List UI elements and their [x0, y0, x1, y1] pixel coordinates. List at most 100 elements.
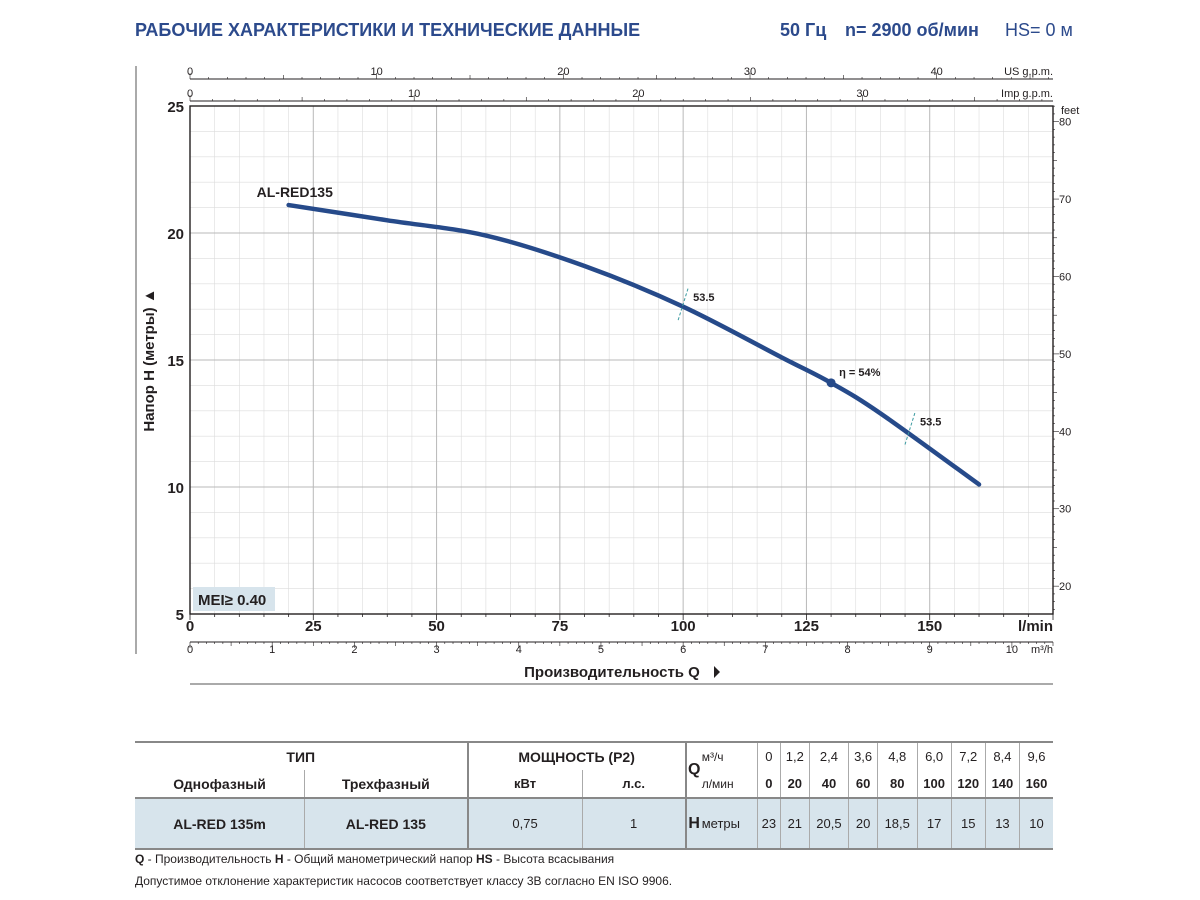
kw-header: кВт	[466, 770, 583, 798]
feet-tick-label: 60	[1059, 271, 1071, 283]
y-tick-label: 15	[167, 353, 184, 370]
m3h-value-1: 1,2	[779, 742, 810, 770]
y-tick-label: 25	[167, 99, 184, 116]
lmin-value-3: 60	[848, 770, 878, 798]
best-efficiency-label: η = 54%	[839, 367, 880, 379]
feet-tick-label: 80	[1059, 117, 1071, 129]
model-single-phase: AL-RED 135m	[135, 797, 305, 849]
h-value-5: 17	[916, 797, 952, 849]
m3h-tick-label: 6	[680, 644, 686, 656]
m3h-value-0: 0	[756, 742, 781, 770]
m3h-tick-label: 3	[434, 644, 440, 656]
us-gpm-tick-label: 0	[187, 66, 193, 78]
us-gpm-tick-label: 20	[557, 66, 569, 78]
power-header: МОЩНОСТЬ (P2)	[466, 742, 686, 770]
x-tick-label: 100	[671, 618, 696, 635]
us-gpm-tick-label: 30	[744, 66, 756, 78]
y-axis-label: Напор H (метры) ▲	[141, 288, 158, 431]
lmin-value-5: 100	[916, 770, 952, 798]
h-value-6: 15	[950, 797, 986, 849]
q-letter: Q	[684, 742, 702, 798]
m3h-value-7: 8,4	[984, 742, 1020, 770]
x-tick-label: 25	[305, 618, 322, 635]
feet-tick-label: 40	[1059, 426, 1071, 438]
lmin-label: л/мин	[701, 776, 734, 791]
best-efficiency-point	[826, 378, 836, 388]
feet-tick-label: 50	[1059, 349, 1071, 361]
m3h-tick-label: 4	[516, 644, 522, 656]
x-tick-label: 125	[794, 618, 819, 635]
series-layer: AL-RED135	[257, 184, 982, 487]
lmin-value-2: 40	[808, 770, 849, 798]
speed-label: n= 2900 об/мин	[845, 20, 979, 40]
feet-tick-label: 70	[1059, 194, 1071, 206]
efficiency-mark-label: 53.5	[693, 292, 714, 304]
y-tick-label: 10	[167, 480, 184, 497]
frequency-label: 50 Гц	[780, 20, 827, 40]
x-unit-label: l/min	[1018, 618, 1053, 635]
power-hp-value: 1	[581, 797, 686, 849]
imp-gpm-tick-label: 20	[632, 88, 644, 100]
efficiency-mark	[904, 412, 916, 445]
page-title: РАБОЧИЕ ХАРАКТЕРИСТИКИ И ТЕХНИЧЕСКИЕ ДАН…	[135, 20, 641, 40]
x-tick-label: 0	[186, 618, 194, 635]
footnote-hs-key: HS	[476, 852, 493, 866]
h-value-8: 10	[1019, 797, 1053, 849]
chart-axes	[135, 66, 1059, 685]
spec-header-row-1: ТИП МОЩНОСТЬ (P2) Q м³/ч 0 1,2 2,4 3,6 4…	[135, 742, 1053, 798]
mei-badge-label: MEI≥ 0.40	[198, 592, 266, 609]
x-tick-label: 75	[552, 618, 569, 635]
footnote-legend: Q - Производительность H - Общий маномет…	[135, 852, 614, 866]
us-gpm-unit-label: US g.p.m.	[1004, 66, 1053, 78]
spec-data-row: AL-RED 135m AL-RED 135 0,75 1 H метры 23…	[135, 797, 1053, 849]
m3h-value-2: 2,4	[808, 742, 849, 770]
footnote-q-key: Q	[135, 852, 145, 866]
h-value-2: 20,5	[808, 797, 849, 849]
annotation-layer: 53.5 53.5 η = 54% MEI≥ 0.40	[193, 287, 941, 611]
m3h-tick-label: 9	[927, 644, 933, 656]
footnote-tolerance: Допустимое отклонение характеристик насо…	[135, 874, 673, 888]
m3h-value-6: 7,2	[950, 742, 986, 770]
m3h-value-4: 4,8	[876, 742, 918, 770]
model-three-phase: AL-RED 135	[304, 797, 468, 849]
h-value-3: 20	[848, 797, 878, 849]
three-phase-header: Трехфазный	[304, 770, 468, 798]
plot-frame	[189, 105, 1054, 615]
m3h-tick-label: 5	[598, 644, 604, 656]
imp-gpm-tick-label: 30	[856, 88, 868, 100]
series-label: AL-RED135	[257, 184, 333, 200]
footnote-q-text: - Производительность	[144, 852, 275, 866]
feet-tick-label: 30	[1059, 504, 1071, 516]
footnote-h-text: - Общий манометрический напор	[283, 852, 477, 866]
single-phase-header: Однофазный	[173, 775, 266, 792]
efficiency-mark	[677, 287, 689, 321]
suction-height-label: HS= 0 м	[1005, 20, 1073, 40]
lmin-value-8: 160	[1019, 770, 1053, 798]
lmin-value-7: 140	[984, 770, 1020, 798]
m3h-value-8: 9,6	[1019, 742, 1053, 770]
m3h-label: м³/ч	[701, 749, 724, 764]
hp-header: л.с.	[581, 770, 686, 798]
mei-badge	[193, 587, 275, 611]
imp-gpm-tick-label: 10	[408, 88, 420, 100]
us-gpm-tick-label: 10	[371, 66, 383, 78]
h-value-7: 13	[984, 797, 1020, 849]
lmin-value-4: 80	[876, 770, 918, 798]
x-axis-label: Производительность Q	[524, 664, 700, 681]
efficiency-mark-label: 53.5	[920, 417, 941, 429]
lmin-value-6: 120	[950, 770, 986, 798]
x-tick-label: 50	[428, 618, 445, 635]
x-tick-label: 150	[917, 618, 942, 635]
m3h-unit-label: m³/h	[1031, 644, 1053, 656]
m3h-tick-label: 0	[187, 644, 193, 656]
h-value-4: 18,5	[876, 797, 918, 849]
lmin-value-0: 0	[756, 770, 781, 798]
power-kw-value: 0,75	[466, 797, 583, 849]
imp-gpm-unit-label: Imp g.p.m.	[1001, 88, 1053, 100]
h-value-1: 21	[779, 797, 810, 849]
imp-gpm-tick-label: 0	[187, 88, 193, 100]
m3h-value-3: 3,6	[848, 742, 878, 770]
y-tick-label: 5	[176, 607, 184, 624]
h-value-0: 23	[756, 797, 781, 849]
